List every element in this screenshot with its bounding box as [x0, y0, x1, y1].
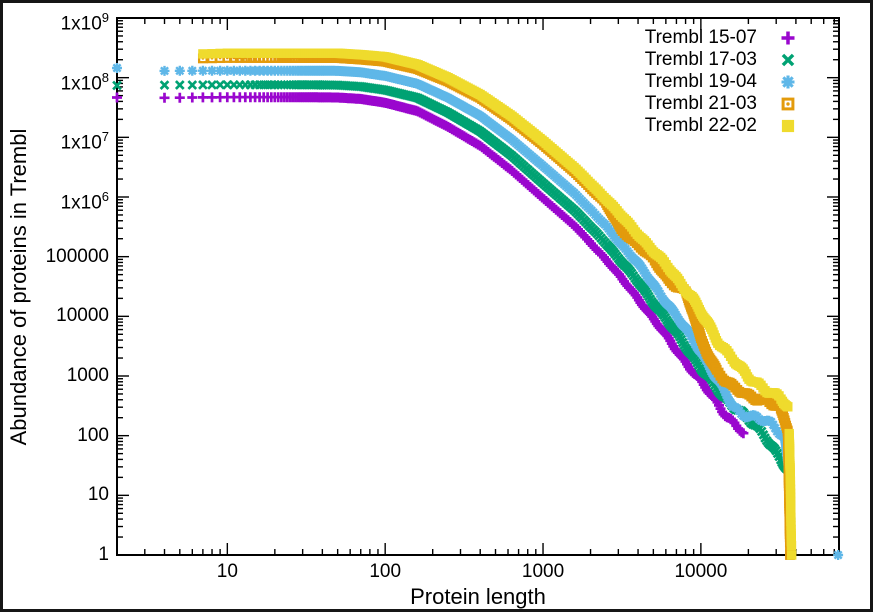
- x-axis-title: Protein length: [410, 584, 546, 609]
- y-tick-label: 100: [77, 424, 109, 446]
- legend-item-trembl-19-04: Trembl 19-04: [644, 71, 757, 92]
- plus-legend-marker-icon: [779, 29, 797, 47]
- y-axis-title: Abundance of proteins in Trembl: [6, 128, 31, 446]
- x-tick-label: 100: [369, 561, 402, 582]
- square-open-legend-marker-icon: [781, 97, 795, 111]
- series-trembl-19-04: [110, 61, 845, 562]
- y-tick-label: 1x107: [60, 129, 109, 154]
- y-tick-label: 10000: [56, 305, 109, 327]
- plot-frame: [116, 17, 840, 556]
- legend-item-trembl-22-02: Trembl 22-02: [644, 115, 757, 136]
- legend-item-trembl-21-03: Trembl 21-03: [644, 93, 757, 114]
- legend-markers: [779, 29, 797, 133]
- y-tick-label: 10: [87, 484, 109, 506]
- y-tick-label: 100000: [45, 245, 109, 267]
- y-tick-label: 1x106: [60, 189, 109, 214]
- asterisk-legend-marker-icon: [779, 73, 797, 91]
- square-filled-legend-marker-icon: [781, 119, 795, 133]
- y-tick-label: 1x108: [60, 69, 109, 94]
- legend-item-trembl-15-07: Trembl 15-07: [644, 27, 757, 48]
- axis-ticks: [116, 17, 839, 556]
- legend-item-trembl-17-03: Trembl 17-03: [644, 49, 757, 70]
- y-tick-label: 1x109: [60, 10, 109, 35]
- y-tick-label: 1000: [66, 365, 109, 386]
- x-tick-label: 1000: [521, 561, 565, 582]
- cross-legend-marker-icon: [781, 53, 795, 67]
- x-tick-label: 10000: [674, 561, 728, 582]
- x-tick-label: 10: [216, 561, 238, 582]
- y-tick-label: 1: [98, 544, 109, 565]
